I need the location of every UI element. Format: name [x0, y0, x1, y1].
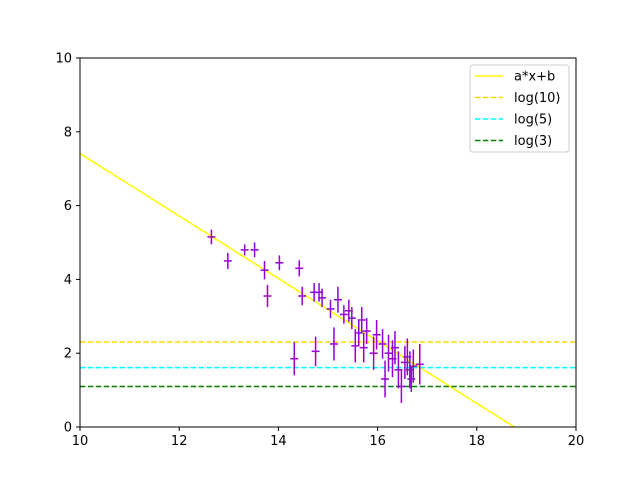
data-point	[263, 284, 272, 308]
x-tick-label: 12	[171, 434, 188, 449]
x-tick-label: 14	[270, 434, 287, 449]
data-point	[378, 329, 387, 359]
data-point	[397, 369, 406, 404]
y-tick-label: 10	[55, 52, 72, 67]
data-point	[359, 332, 368, 363]
legend-label: log(3)	[514, 134, 552, 149]
y-tick-label: 4	[64, 273, 72, 288]
data-point	[260, 260, 269, 280]
x-tick-label: 18	[469, 434, 486, 449]
data-point	[290, 342, 299, 376]
data-point	[369, 336, 378, 370]
data-point	[333, 286, 342, 313]
data-point	[357, 307, 366, 333]
data-point	[384, 334, 393, 372]
data-point	[250, 242, 259, 258]
data-points	[207, 229, 424, 404]
data-point	[347, 307, 356, 330]
legend-box	[469, 64, 570, 153]
y-tick-label: 0	[64, 421, 72, 436]
data-point	[326, 299, 335, 319]
legend-label: log(10)	[514, 91, 561, 106]
data-point	[240, 244, 249, 256]
x-tick-label: 20	[568, 434, 585, 449]
plot-frame	[79, 57, 577, 428]
data-point	[311, 336, 320, 367]
data-point	[409, 349, 418, 383]
y-tick-label: 6	[64, 199, 72, 214]
data-point	[405, 351, 414, 389]
data-point	[298, 286, 307, 306]
data-point	[415, 343, 424, 385]
data-point	[329, 327, 338, 361]
data-point	[390, 331, 399, 365]
data-point	[372, 319, 381, 350]
legend-label: a*x+b	[514, 70, 555, 85]
data-point	[295, 260, 304, 277]
y-axis: 0 2 4 6 8 10	[55, 52, 80, 436]
data-point	[339, 305, 348, 324]
y-tick-label: 2	[64, 347, 72, 362]
x-tick-label: 10	[72, 434, 89, 449]
y-tick-label: 8	[64, 125, 72, 140]
data-point	[381, 360, 390, 398]
x-axis: 10 12 14 16 18 20	[72, 427, 585, 449]
data-point	[318, 288, 327, 308]
legend: a*x+b log(10) log(5) log(3)	[469, 64, 570, 153]
data-point	[207, 229, 216, 245]
data-point	[223, 252, 232, 270]
data-point	[362, 318, 371, 344]
legend-label: log(5)	[514, 113, 552, 128]
data-point	[275, 255, 284, 271]
x-tick-label: 16	[369, 434, 386, 449]
data-point	[351, 329, 360, 363]
